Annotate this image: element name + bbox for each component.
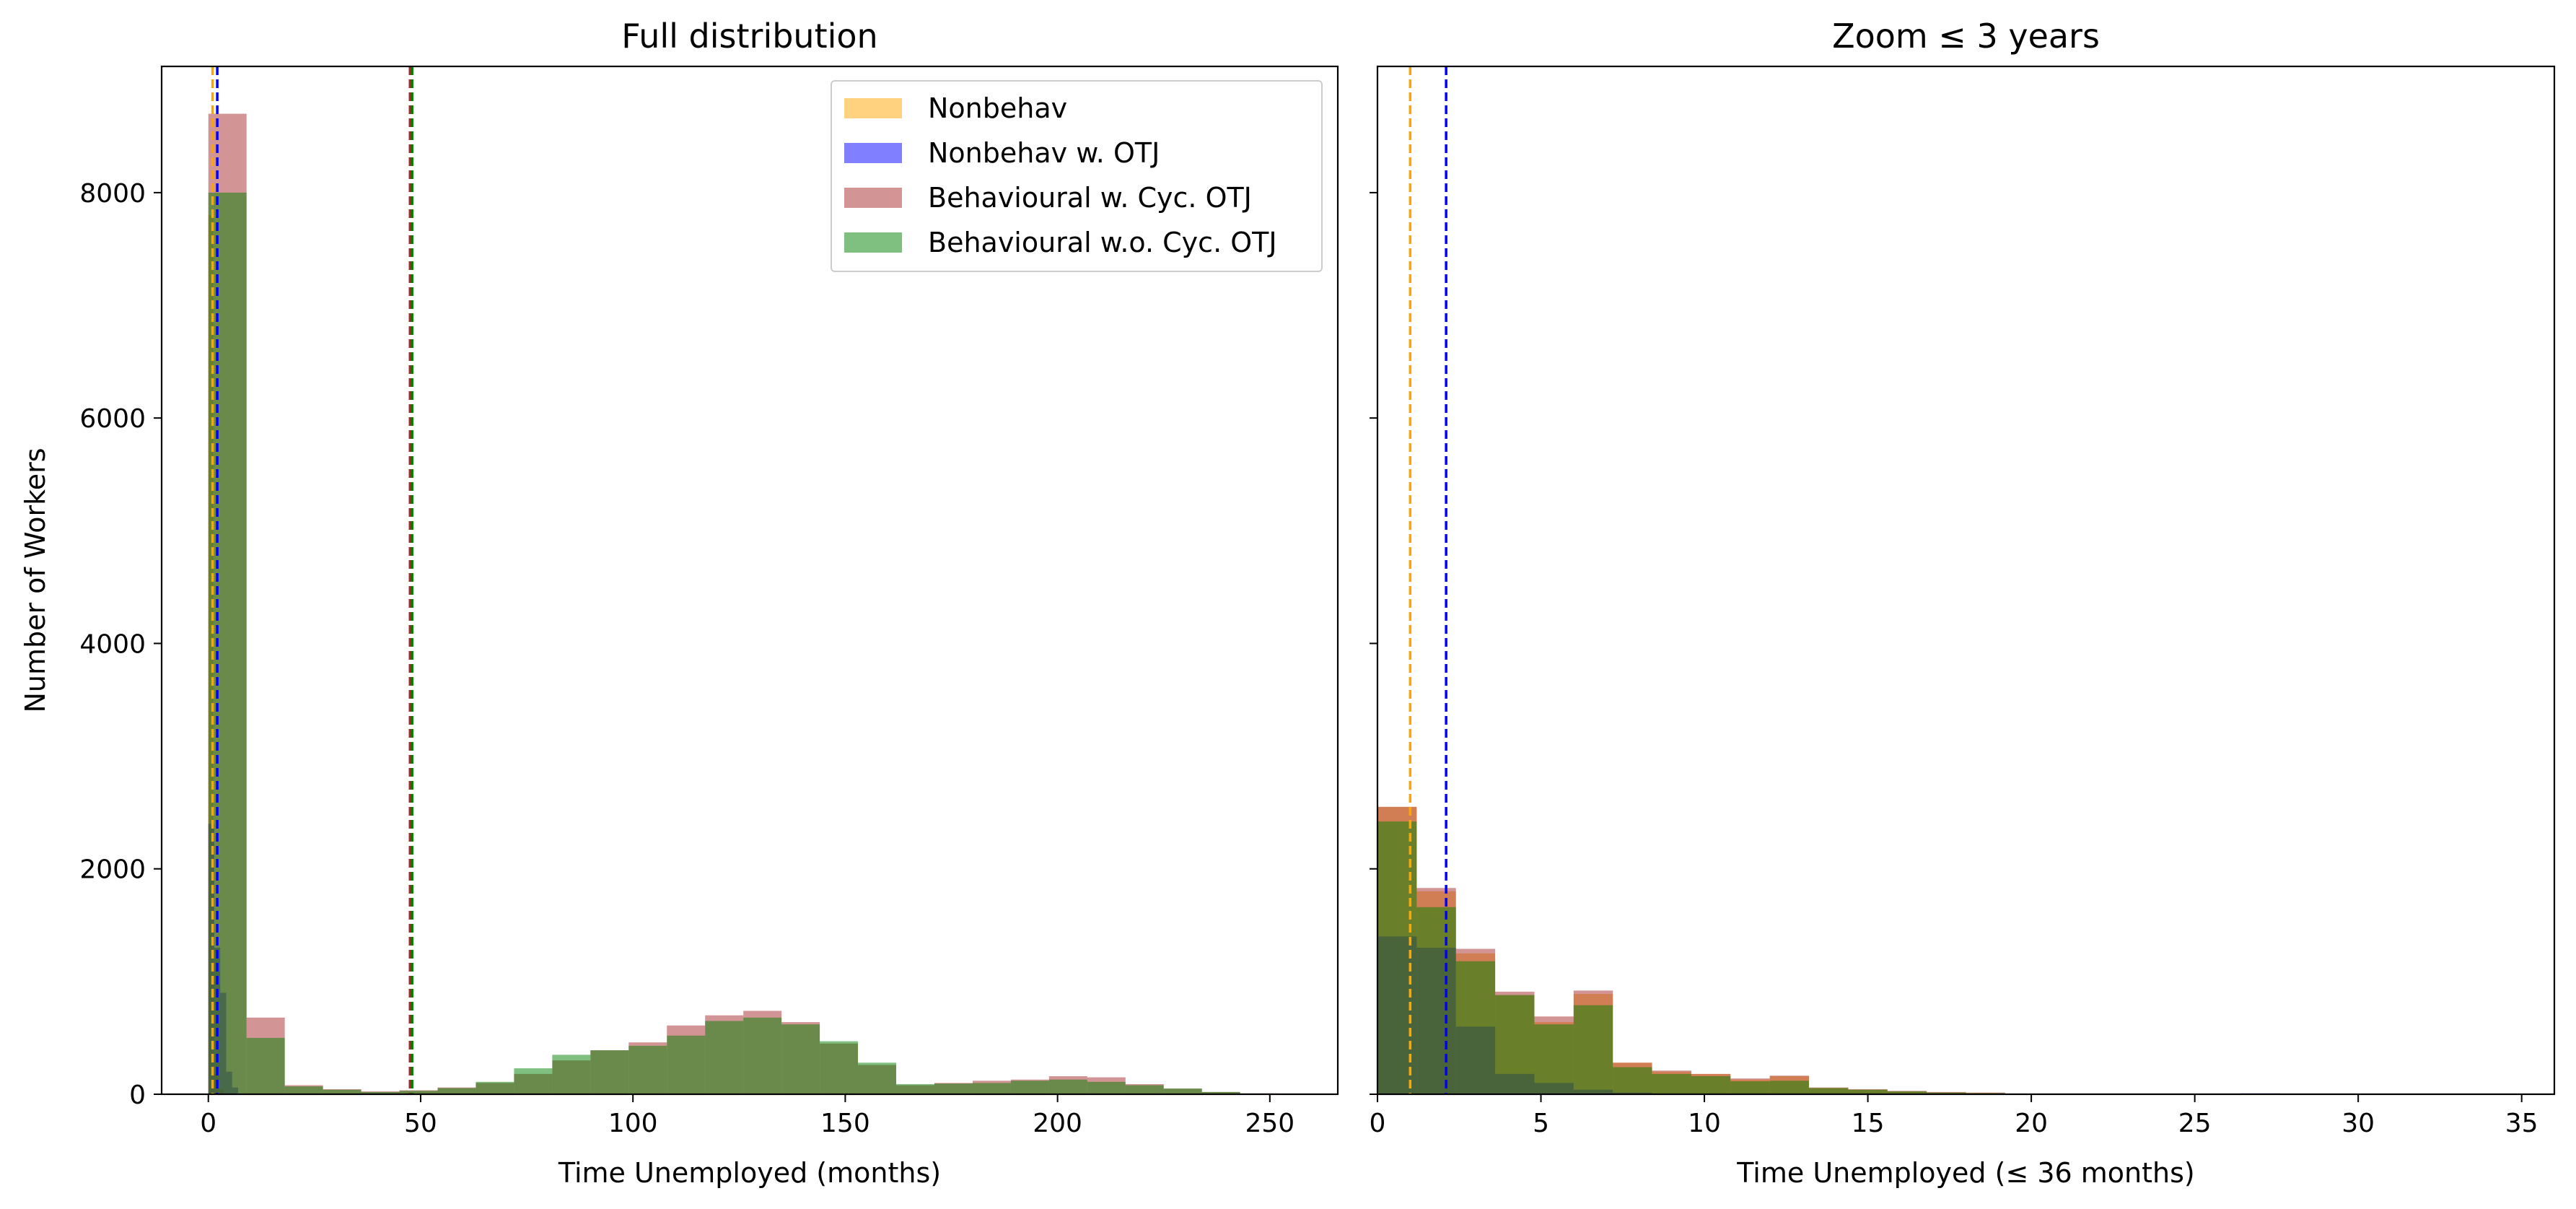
bar-behavioural-w-o-cyc-otj-12 — [667, 1035, 706, 1094]
bar-behavioural-w-o-cyc-otj-2 — [284, 1086, 323, 1094]
panel-1-x-ticks: 0 50 100 150 200 250 — [200, 1094, 1294, 1138]
x-tick-label: 0 — [1370, 1109, 1386, 1138]
x-tick-label: 50 — [404, 1109, 437, 1138]
y-tick-label: 0 — [129, 1081, 146, 1110]
legend-label-nonbehav: Nonbehav — [928, 92, 1067, 124]
bar-behavioural-w-o-cyc-otj-22 — [1048, 1079, 1087, 1094]
bar-behavioural-w-o-cyc-otj-4 — [1534, 1024, 1574, 1094]
x-tick-label: 200 — [1033, 1109, 1082, 1138]
bar-behavioural-w-o-cyc-otj-1 — [1416, 907, 1456, 1094]
x-tick-label: 20 — [2015, 1109, 2048, 1138]
bar-behavioural-w-o-cyc-otj-3 — [323, 1089, 362, 1094]
x-tick-label: 25 — [2178, 1109, 2212, 1138]
bar-behavioural-w-o-cyc-otj-9 — [1730, 1081, 1770, 1094]
panel-2-x-axis-label: Time Unemployed (≤ 36 months) — [1736, 1157, 2195, 1189]
bar-behavioural-w-o-cyc-otj-24 — [1125, 1085, 1164, 1094]
x-tick-label: 150 — [820, 1109, 870, 1138]
y-tick-label: 6000 — [79, 404, 146, 434]
x-tick-label: 100 — [608, 1109, 658, 1138]
bar-behavioural-w-o-cyc-otj-3 — [1495, 995, 1535, 1094]
bar-behavioural-w-o-cyc-otj-6 — [1613, 1067, 1652, 1094]
legend-label-behavioural-cyc-otj: Behavioural w. Cyc. OTJ — [928, 182, 1252, 214]
bar-behavioural-w-o-cyc-otj-2 — [1455, 961, 1496, 1094]
bar-behavioural-w-o-cyc-otj-7 — [476, 1081, 514, 1094]
panel-1-y-ticks: 0 2000 4000 6000 8000 — [79, 179, 162, 1110]
legend-box — [831, 80, 1323, 272]
bar-behavioural-w-o-cyc-otj-20 — [972, 1083, 1011, 1094]
panel-1-title: Full distribution — [621, 17, 877, 56]
panel-2-y-ticks — [1370, 191, 1377, 1095]
bar-behavioural-w-o-cyc-otj-4 — [361, 1091, 400, 1094]
bar-behavioural-w-o-cyc-otj-9 — [552, 1055, 591, 1094]
bar-behavioural-w-o-cyc-otj-5 — [1573, 1005, 1613, 1094]
bar-behavioural-w-o-cyc-otj-8 — [514, 1068, 553, 1094]
bar-behavioural-w-o-cyc-otj-13 — [1887, 1091, 1927, 1094]
panel-2-frame — [1376, 65, 2556, 1096]
legend-swatch-nonbehav — [844, 98, 902, 118]
bar-behavioural-w-o-cyc-otj-6 — [437, 1088, 476, 1094]
y-tick-label: 2000 — [79, 855, 146, 885]
panel-2-title: Zoom ≤ 3 years — [1832, 17, 2100, 56]
panel-1-y-axis-label: Number of Workers — [19, 448, 51, 712]
x-tick-label: 30 — [2341, 1109, 2375, 1138]
bar-behavioural-w-o-cyc-otj-7 — [1652, 1073, 1691, 1094]
legend-entry-nonbehav: Nonbehav — [844, 92, 1067, 124]
panel-full-distribution: 0 50 100 150 200 250 0 2000 4000 6000 8000 Full d… — [19, 17, 1339, 1189]
legend: Nonbehav Nonbehav w. OTJ Behavioural w. … — [831, 80, 1323, 272]
bar-behavioural-w-o-cyc-otj-25 — [1163, 1088, 1202, 1094]
bar-behavioural-w-o-cyc-otj-23 — [1087, 1081, 1126, 1094]
bar-behavioural-w-o-cyc-otj-11 — [1809, 1088, 1849, 1094]
panel-1-x-axis-label: Time Unemployed (months) — [558, 1157, 941, 1189]
x-tick-label: 15 — [1852, 1109, 1885, 1138]
bar-behavioural-w-o-cyc-otj-18 — [896, 1083, 934, 1094]
bar-behavioural-w-o-cyc-otj-10 — [1769, 1081, 1810, 1094]
panel-2-median-lines — [1409, 66, 1447, 1094]
bar-behavioural-w-o-cyc-otj-14 — [743, 1017, 782, 1094]
bar-behavioural-w-o-cyc-otj-12 — [1848, 1089, 1888, 1094]
bar-behavioural-w-o-cyc-otj-8 — [1691, 1076, 1731, 1094]
bar-behavioural-w-o-cyc-otj-19 — [934, 1083, 973, 1094]
bar-behavioural-w-o-cyc-otj-5 — [399, 1091, 438, 1094]
bar-behavioural-w-o-cyc-otj-14 — [1927, 1092, 1966, 1094]
bar-behavioural-w-o-cyc-otj-13 — [705, 1021, 744, 1094]
x-tick-label: 0 — [200, 1109, 216, 1138]
bar-behavioural-w-o-cyc-otj-17 — [858, 1062, 897, 1094]
x-tick-label: 35 — [2505, 1109, 2538, 1138]
x-tick-label: 5 — [1533, 1109, 1549, 1138]
x-tick-label: 250 — [1245, 1109, 1294, 1138]
legend-label-nonbehav-otj: Nonbehav w. OTJ — [928, 137, 1160, 169]
panel-zoom-3-years: 0 5 10 15 20 25 30 35 Zoom ≤ 3 years Time Unemp… — [1370, 17, 2556, 1189]
legend-swatch-behavioural-no-cyc-otj — [844, 232, 902, 253]
legend-swatch-behavioural-cyc-otj — [844, 188, 902, 208]
panel-2-x-ticks: 0 5 10 15 20 25 30 35 — [1370, 1094, 2538, 1138]
bar-behavioural-w-o-cyc-otj-11 — [628, 1045, 667, 1094]
legend-swatch-nonbehav-otj — [844, 143, 902, 163]
panel-1-median-lines — [211, 66, 413, 1094]
panel-2-bars — [1377, 806, 2280, 1094]
bar-behavioural-w-o-cyc-otj-26 — [1201, 1091, 1240, 1094]
bar-behavioural-w-o-cyc-otj-16 — [820, 1041, 859, 1094]
x-tick-label: 10 — [1688, 1109, 1721, 1138]
legend-entry-nonbehav-otj: Nonbehav w. OTJ — [844, 137, 1160, 169]
y-tick-label: 4000 — [79, 629, 146, 659]
legend-label-behavioural-no-cyc-otj: Behavioural w.o. Cyc. OTJ — [928, 227, 1277, 258]
bar-behavioural-w-o-cyc-otj-10 — [590, 1050, 629, 1094]
legend-entry-behavioural-cyc-otj: Behavioural w. Cyc. OTJ — [844, 182, 1252, 214]
bar-behavioural-w-o-cyc-otj-21 — [1010, 1081, 1049, 1094]
bar-behavioural-w-o-cyc-otj-1 — [246, 1037, 285, 1094]
bar-behavioural-w-o-cyc-otj-15 — [781, 1024, 820, 1094]
bar-behavioural-w-o-cyc-otj-0 — [208, 192, 247, 1094]
panel-1-frame — [160, 65, 1339, 1096]
y-tick-label: 8000 — [79, 179, 146, 209]
legend-entry-behavioural-no-cyc-otj: Behavioural w.o. Cyc. OTJ — [844, 227, 1277, 258]
panel-1-bars — [208, 113, 1279, 1094]
